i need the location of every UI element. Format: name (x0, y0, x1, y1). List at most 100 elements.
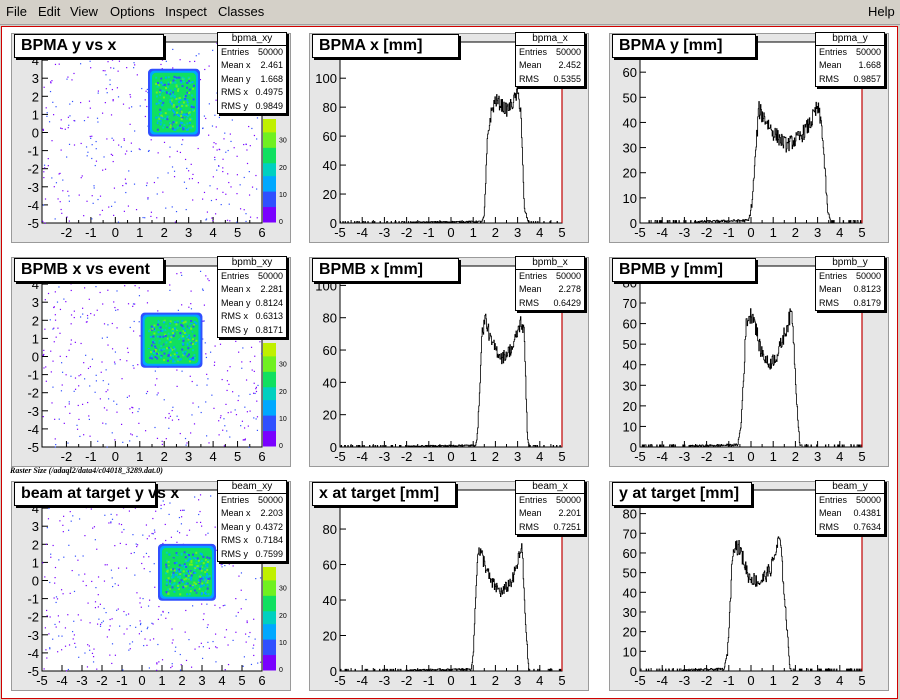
scatter-point (145, 90, 147, 92)
density-cell (167, 583, 170, 586)
menu-view[interactable]: View (70, 4, 98, 19)
scatter-point (91, 580, 93, 583)
scatter-point (117, 309, 119, 311)
density-cell (160, 335, 163, 338)
chart-panel-bpmb-x-vs-event[interactable]: -2 -1 0 1 2 3 4 5 6 -5 -4 -3 -2 -1 0 1 2 3 4 0 10 20 30 (11, 257, 291, 467)
density-cell (183, 332, 186, 335)
scatter-point (206, 211, 209, 213)
scatter-point (210, 199, 213, 202)
y-tick-label: -3 (27, 628, 39, 643)
menu-options[interactable]: Options (110, 4, 155, 19)
density-cell (206, 573, 209, 576)
stats-box: bpma_xy Entries 50000 Mean x 2.461 Mean y 1.66… (217, 32, 287, 115)
scatter-point (92, 527, 94, 529)
chart-panel-bpmb-y-mm[interactable]: -5 -4 -3 -2 -1 0 1 2 3 4 5 0 10 20 30 40 50 60 70 80 (609, 257, 889, 467)
scatter-point (256, 217, 258, 219)
scatter-point (163, 58, 165, 60)
density-cell (189, 584, 192, 587)
stats-key: Mean x (221, 508, 251, 519)
palette-tick-label: 0 (279, 443, 283, 450)
stats-name: beam_y (816, 481, 884, 494)
scatter-point (55, 336, 57, 338)
density-cell (161, 116, 164, 119)
density-cell (190, 561, 193, 564)
density-cell (187, 587, 190, 590)
density-cell (177, 584, 180, 587)
menu-edit[interactable]: Edit (38, 4, 61, 19)
density-cell (202, 578, 205, 581)
scatter-point (99, 603, 101, 605)
density-cell (174, 81, 177, 84)
scatter-point (168, 417, 170, 419)
scatter-point (235, 598, 237, 600)
x-tick-label: 1 (158, 673, 165, 688)
palette-cell (263, 626, 276, 630)
density-cell (176, 358, 179, 361)
density-cell (160, 93, 163, 96)
scatter-point (69, 115, 71, 117)
scatter-point (230, 140, 232, 143)
density-cell (167, 577, 170, 580)
scatter-point (245, 641, 247, 643)
density-cell (183, 77, 186, 80)
scatter-point (49, 81, 52, 83)
x-tick-label: -4 (656, 673, 668, 688)
density-cell (178, 352, 181, 355)
scatter-point (109, 79, 111, 81)
scatter-point (94, 539, 96, 541)
scatter-point (54, 577, 56, 579)
x-tick-label: 0 (447, 449, 454, 464)
scatter-point (67, 614, 69, 616)
stats-key: Mean x (221, 60, 251, 71)
scatter-point (127, 303, 130, 305)
scatter-point (257, 662, 259, 664)
scatter-point (132, 364, 134, 367)
density-cell (156, 85, 159, 88)
scatter-point (111, 59, 114, 61)
density-cell (182, 321, 185, 324)
scatter-point (61, 362, 63, 364)
chart-panel-beam-at-target-y-vs-x[interactable]: -5 -4 -3 -2 -1 0 1 2 3 4 5 6 -5 -4 -3 -2 -1 0 1 2 3 4 0 10 20 30 (11, 481, 291, 691)
menu-classes[interactable]: Classes (218, 4, 265, 19)
density-cell (181, 77, 184, 80)
density-cell (179, 98, 182, 101)
scatter-point (89, 60, 91, 62)
density-cell (174, 329, 177, 332)
menu-inspect[interactable]: Inspect (165, 4, 207, 19)
density-cell (177, 552, 180, 555)
density-cell (172, 332, 175, 335)
scatter-point (98, 618, 100, 620)
scatter-point (57, 327, 59, 329)
scatter-point (205, 401, 207, 403)
density-cell (175, 97, 178, 100)
density-cell (186, 104, 189, 107)
density-cell (183, 126, 186, 129)
scatter-point (227, 663, 230, 666)
scatter-point (149, 639, 151, 641)
density-cell (189, 572, 192, 575)
scatter-point (162, 542, 164, 545)
scatter-point (69, 592, 71, 594)
scatter-point (89, 385, 91, 387)
scatter-point (82, 307, 84, 309)
density-cell (191, 81, 194, 84)
palette-cell (263, 180, 276, 184)
scatter-point (231, 119, 233, 121)
menu-file[interactable]: File (6, 4, 27, 19)
density-cell (176, 123, 179, 126)
scatter-point (224, 425, 226, 427)
scatter-point (117, 567, 120, 569)
palette-cell (263, 183, 276, 187)
y-tick-label: 2 (32, 313, 39, 328)
menu-help[interactable]: Help (868, 4, 895, 19)
scatter-point (54, 63, 57, 66)
density-cell (160, 111, 163, 114)
density-cell (173, 353, 176, 356)
palette-cell (263, 142, 276, 146)
scatter-point (110, 522, 112, 524)
scatter-point (140, 606, 142, 608)
x-tick-label: -2 (701, 225, 713, 240)
scatter-point (190, 666, 193, 668)
scatter-point (69, 511, 71, 513)
density-cell (176, 586, 179, 589)
